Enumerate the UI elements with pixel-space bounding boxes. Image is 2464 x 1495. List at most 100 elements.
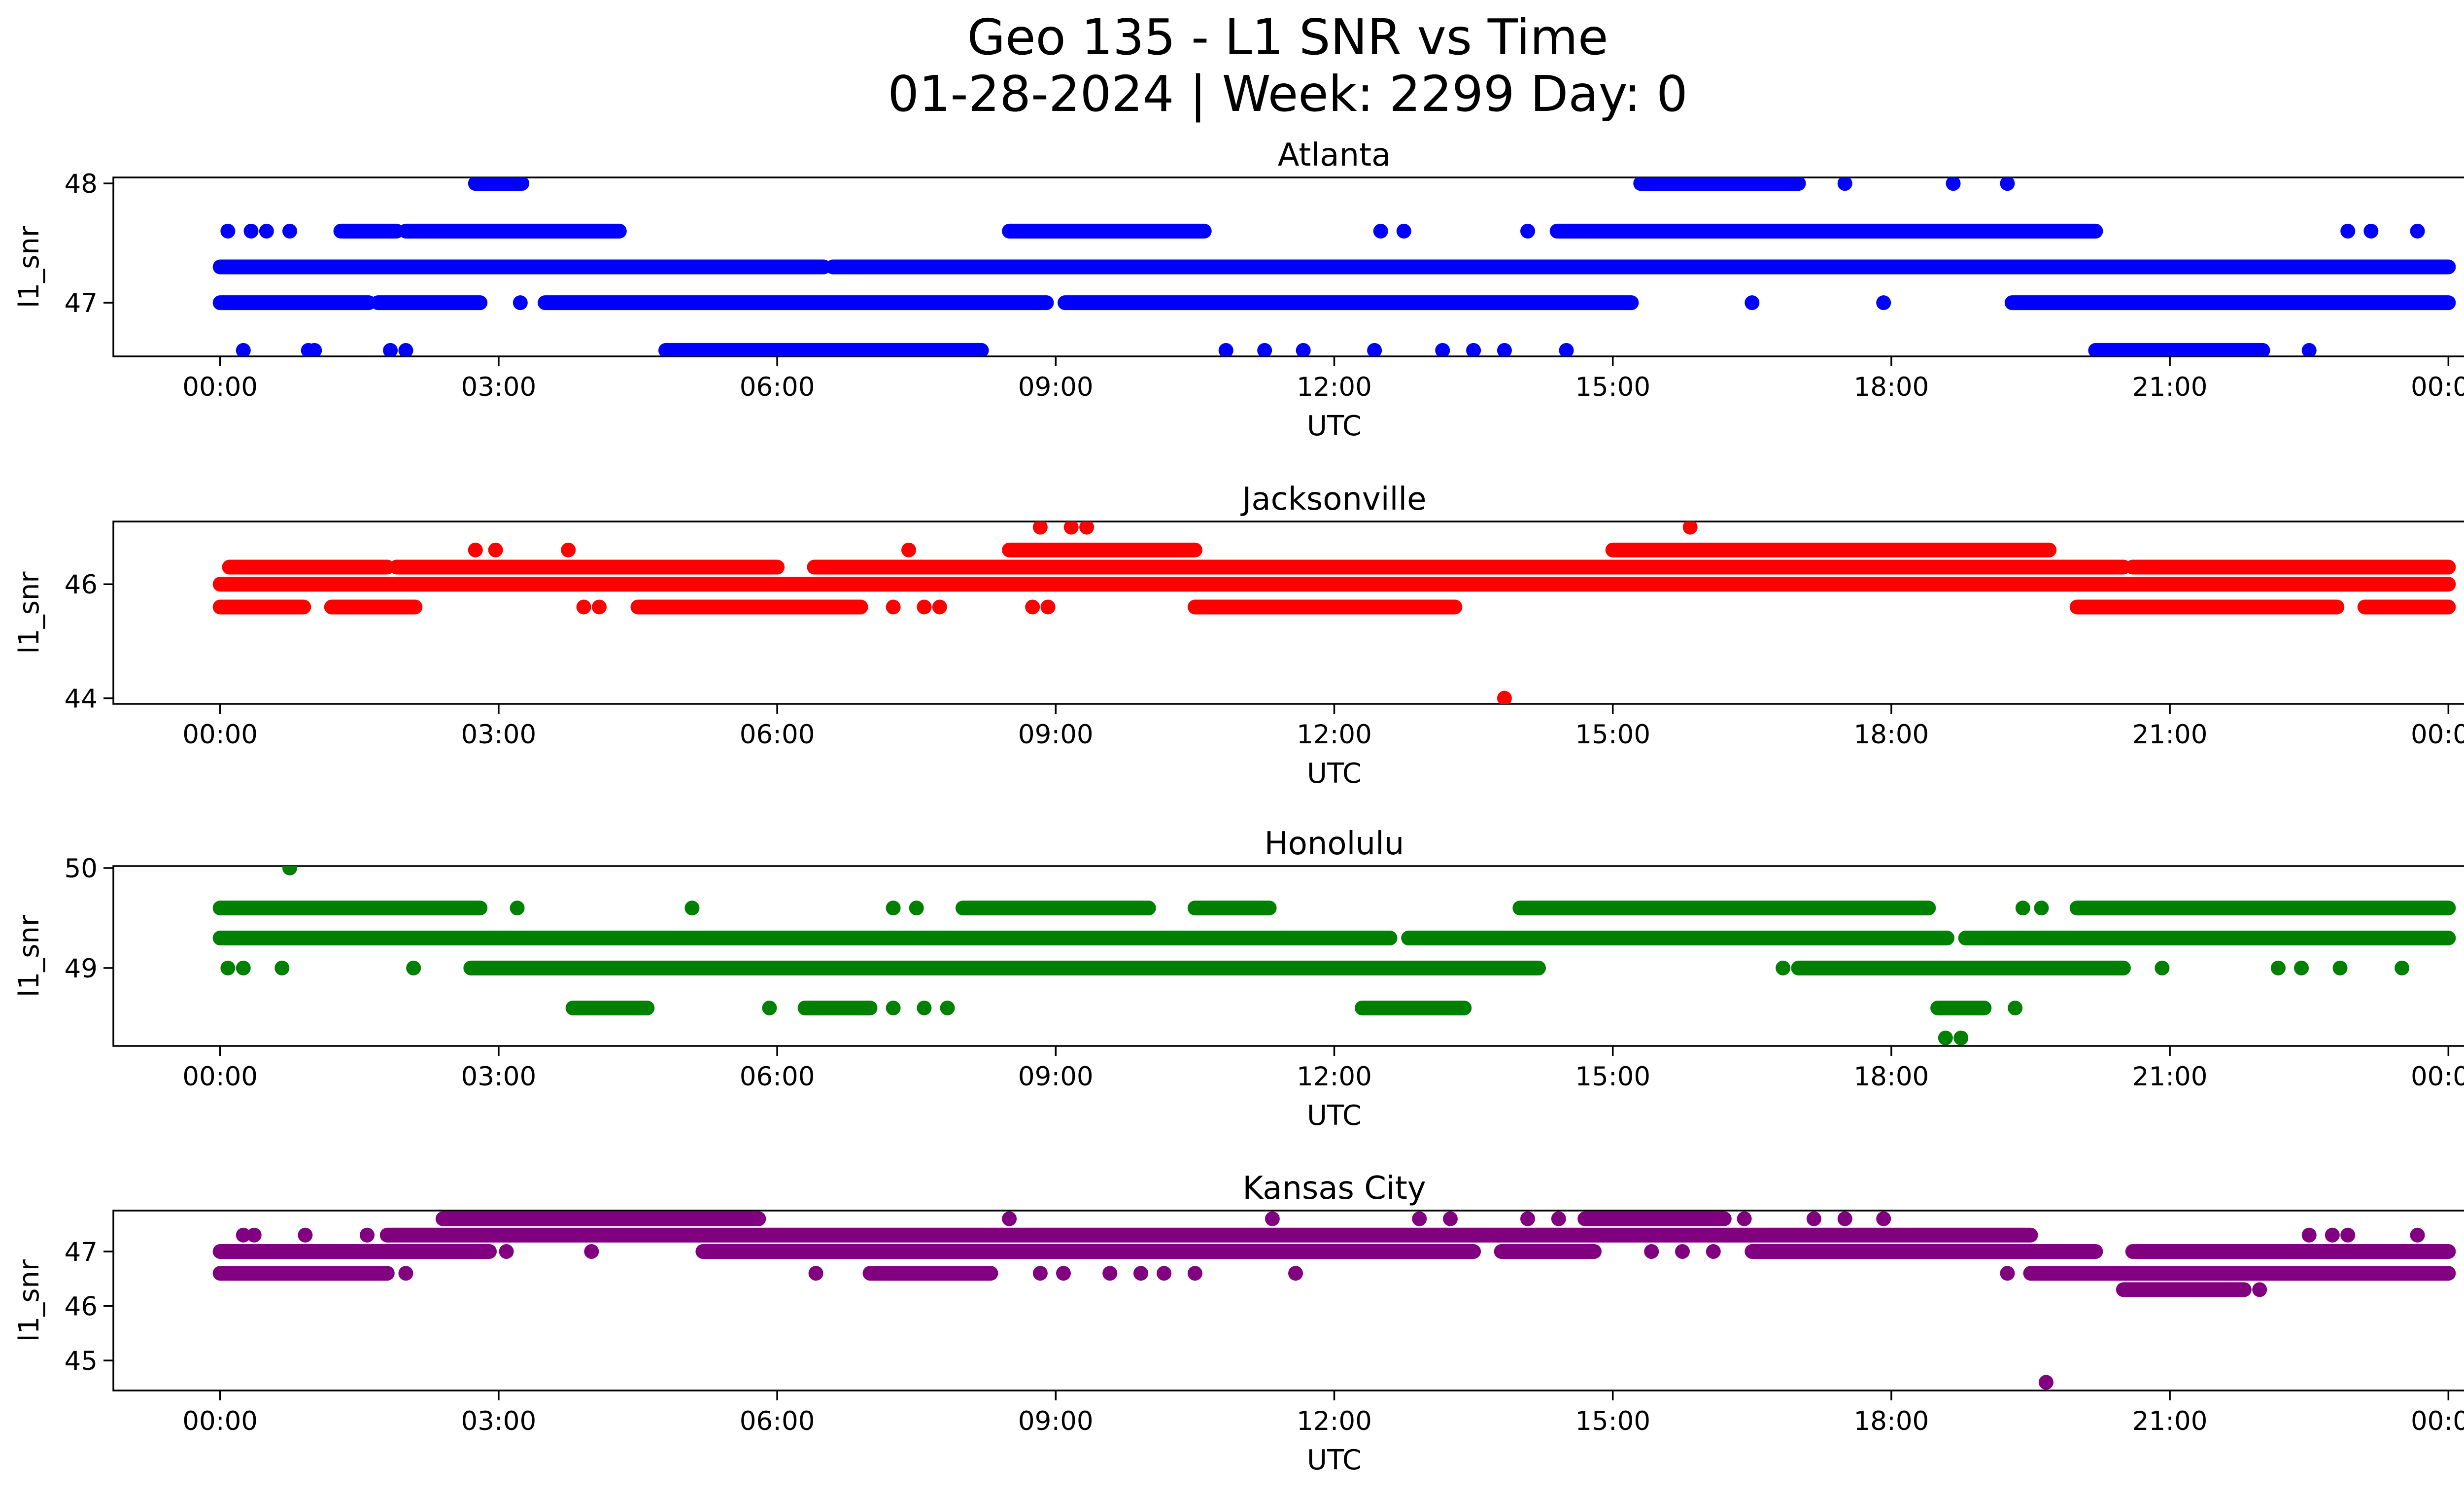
honolulu-x-axis-label: UTC bbox=[1307, 1100, 1362, 1132]
honolulu-x-tick-label: 15:00 bbox=[1575, 1062, 1650, 1092]
honolulu-x-tick-label: 00:00 bbox=[2411, 1062, 2464, 1092]
kansas-city-y-tick-label: 46 bbox=[65, 1292, 98, 1322]
honolulu-data-point bbox=[2395, 960, 2410, 975]
jacksonville-x-tick-label: 21:00 bbox=[2132, 720, 2208, 750]
atlanta-data-point bbox=[1497, 343, 1512, 356]
kansas-city-data-point bbox=[1551, 1211, 1566, 1226]
kansas-city-data-point bbox=[2340, 1227, 2356, 1243]
atlanta-data-point bbox=[1296, 343, 1311, 356]
atlanta-x-tick-label: 12:00 bbox=[1297, 372, 1372, 402]
kansas-city-data-point bbox=[2000, 1266, 2015, 1281]
honolulu-data-point bbox=[909, 901, 924, 916]
kansas-city-y-tick-label: 45 bbox=[65, 1346, 98, 1376]
honolulu-y-axis-label: l1_snr bbox=[13, 914, 45, 997]
jacksonville-title: Jacksonville bbox=[1240, 481, 1427, 518]
jacksonville-data-point bbox=[561, 542, 576, 557]
jacksonville-x-tick-label: 00:00 bbox=[2411, 720, 2464, 750]
honolulu-x-tick-label: 06:00 bbox=[740, 1062, 815, 1092]
kansas-city-data-point bbox=[2371, 1244, 2387, 1259]
atlanta-data-point bbox=[1367, 343, 1382, 356]
subplot-honolulu: 00:00 03:00 06:00 09:00 12:00 15:00 18:00 21:00… bbox=[13, 826, 2464, 1132]
kansas-city-data-point bbox=[359, 1227, 375, 1243]
honolulu-x-tick-label: 18:00 bbox=[1854, 1062, 1929, 1092]
jacksonville-y-tick-label: 44 bbox=[65, 684, 98, 714]
subplot-atlanta: 00:00 03:00 06:00 09:00 12:00 15:00 18:00 21:00… bbox=[13, 137, 2464, 442]
atlanta-data-point bbox=[1466, 343, 1481, 356]
honolulu-data-point bbox=[406, 960, 421, 975]
kansas-city-data-point bbox=[2325, 1227, 2340, 1243]
atlanta-data-point bbox=[2301, 343, 2317, 356]
atlanta-data-point bbox=[1837, 177, 1852, 191]
subplot-jacksonville: 00:00 03:00 06:00 09:00 12:00 15:00 18:00 21:00… bbox=[13, 481, 2464, 790]
kansas-city-data-point bbox=[1187, 1266, 1202, 1281]
kansas-city-title: Kansas City bbox=[1242, 1170, 1426, 1207]
honolulu-x-tick-label: 21:00 bbox=[2132, 1062, 2208, 1092]
jacksonville-y-axis-label: l1_snr bbox=[13, 571, 45, 654]
kansas-city-data-point bbox=[1002, 1211, 1017, 1226]
atlanta-y-tick-label: 48 bbox=[65, 169, 98, 199]
jacksonville-data-point bbox=[1497, 691, 1512, 704]
jacksonville-y-tick-label: 46 bbox=[65, 570, 98, 600]
jacksonville-data-point bbox=[932, 599, 947, 615]
honolulu-data-point bbox=[762, 1000, 777, 1015]
kansas-city-data-point bbox=[1706, 1244, 1721, 1259]
atlanta-x-tick-label: 21:00 bbox=[2132, 372, 2208, 402]
jacksonville-data-point bbox=[1025, 599, 1040, 615]
kansas-city-data-point bbox=[1837, 1211, 1852, 1226]
figure-title-line2: 01-28-2024 | Week: 2299 Day: 0 bbox=[888, 65, 1687, 123]
kansas-city-data-point bbox=[1806, 1211, 1821, 1226]
honolulu-x-tick-label: 00:00 bbox=[182, 1062, 258, 1092]
atlanta-data-point bbox=[2410, 223, 2425, 239]
kansas-city-x-tick-label: 21:00 bbox=[2132, 1406, 2208, 1436]
kansas-city-data-point bbox=[1675, 1244, 1690, 1259]
atlanta-y-tick-label: 47 bbox=[65, 288, 98, 318]
kansas-city-data-point bbox=[1056, 1266, 1071, 1281]
atlanta-data-point bbox=[2340, 223, 2356, 239]
jacksonville-x-tick-label: 06:00 bbox=[740, 720, 815, 750]
jacksonville-data-point bbox=[917, 599, 932, 615]
atlanta-data-point bbox=[1373, 223, 1388, 239]
jacksonville-data-point bbox=[886, 599, 901, 615]
atlanta-x-tick-label: 00:00 bbox=[182, 372, 258, 402]
atlanta-data-point bbox=[2000, 177, 2015, 191]
jacksonville-data-point bbox=[1404, 599, 1419, 615]
subplot-kansas-city: 00:00 03:00 06:00 09:00 12:00 15:00 18:00 21:00… bbox=[13, 1170, 2464, 1476]
kansas-city-data-point bbox=[1102, 1266, 1118, 1281]
atlanta-data-point bbox=[1876, 295, 1891, 311]
honolulu-markers bbox=[212, 866, 2456, 1045]
atlanta-data-point bbox=[1257, 343, 1272, 356]
atlanta-x-tick-label: 09:00 bbox=[1018, 372, 1094, 402]
honolulu-data-point bbox=[1953, 1030, 1969, 1045]
atlanta-data-point bbox=[243, 223, 259, 239]
honolulu-data-point bbox=[2008, 1000, 2023, 1015]
atlanta-data-point bbox=[2363, 223, 2379, 239]
figure-title-line1: Geo 135 - L1 SNR vs Time bbox=[967, 8, 1608, 66]
jacksonville-x-tick-label: 00:00 bbox=[182, 720, 258, 750]
kansas-city-data-point bbox=[1157, 1266, 1172, 1281]
atlanta-title: Atlanta bbox=[1278, 137, 1391, 174]
kansas-city-data-point bbox=[2038, 1375, 2053, 1390]
atlanta-markers bbox=[212, 177, 2456, 356]
kansas-city-x-tick-label: 18:00 bbox=[1854, 1406, 1929, 1436]
honolulu-x-tick-label: 09:00 bbox=[1018, 1062, 1094, 1092]
kansas-city-data-point bbox=[1876, 1211, 1891, 1226]
atlanta-data-point bbox=[1559, 343, 1574, 356]
kansas-city-data-point bbox=[1443, 1211, 1458, 1226]
kansas-city-data-point bbox=[2410, 1227, 2425, 1243]
kansas-city-data-point bbox=[1737, 1211, 1752, 1226]
honolulu-title: Honolulu bbox=[1265, 826, 1404, 862]
honolulu-data-point bbox=[510, 901, 525, 916]
honolulu-x-tick-label: 03:00 bbox=[461, 1062, 536, 1092]
atlanta-y-axis-label: l1_snr bbox=[13, 225, 45, 308]
kansas-city-markers bbox=[212, 1211, 2456, 1390]
kansas-city-x-tick-label: 03:00 bbox=[461, 1406, 536, 1436]
jacksonville-x-tick-label: 09:00 bbox=[1018, 720, 1094, 750]
kansas-city-data-point bbox=[298, 1227, 313, 1243]
atlanta-x-tick-label: 03:00 bbox=[461, 372, 536, 402]
jacksonville-markers bbox=[212, 522, 2456, 704]
honolulu-data-point bbox=[2155, 960, 2170, 975]
kansas-city-x-tick-label: 12:00 bbox=[1297, 1406, 1372, 1436]
atlanta-data-point bbox=[236, 343, 251, 356]
jacksonville-x-axis-label: UTC bbox=[1307, 758, 1362, 790]
jacksonville-data-point bbox=[1032, 522, 1048, 535]
